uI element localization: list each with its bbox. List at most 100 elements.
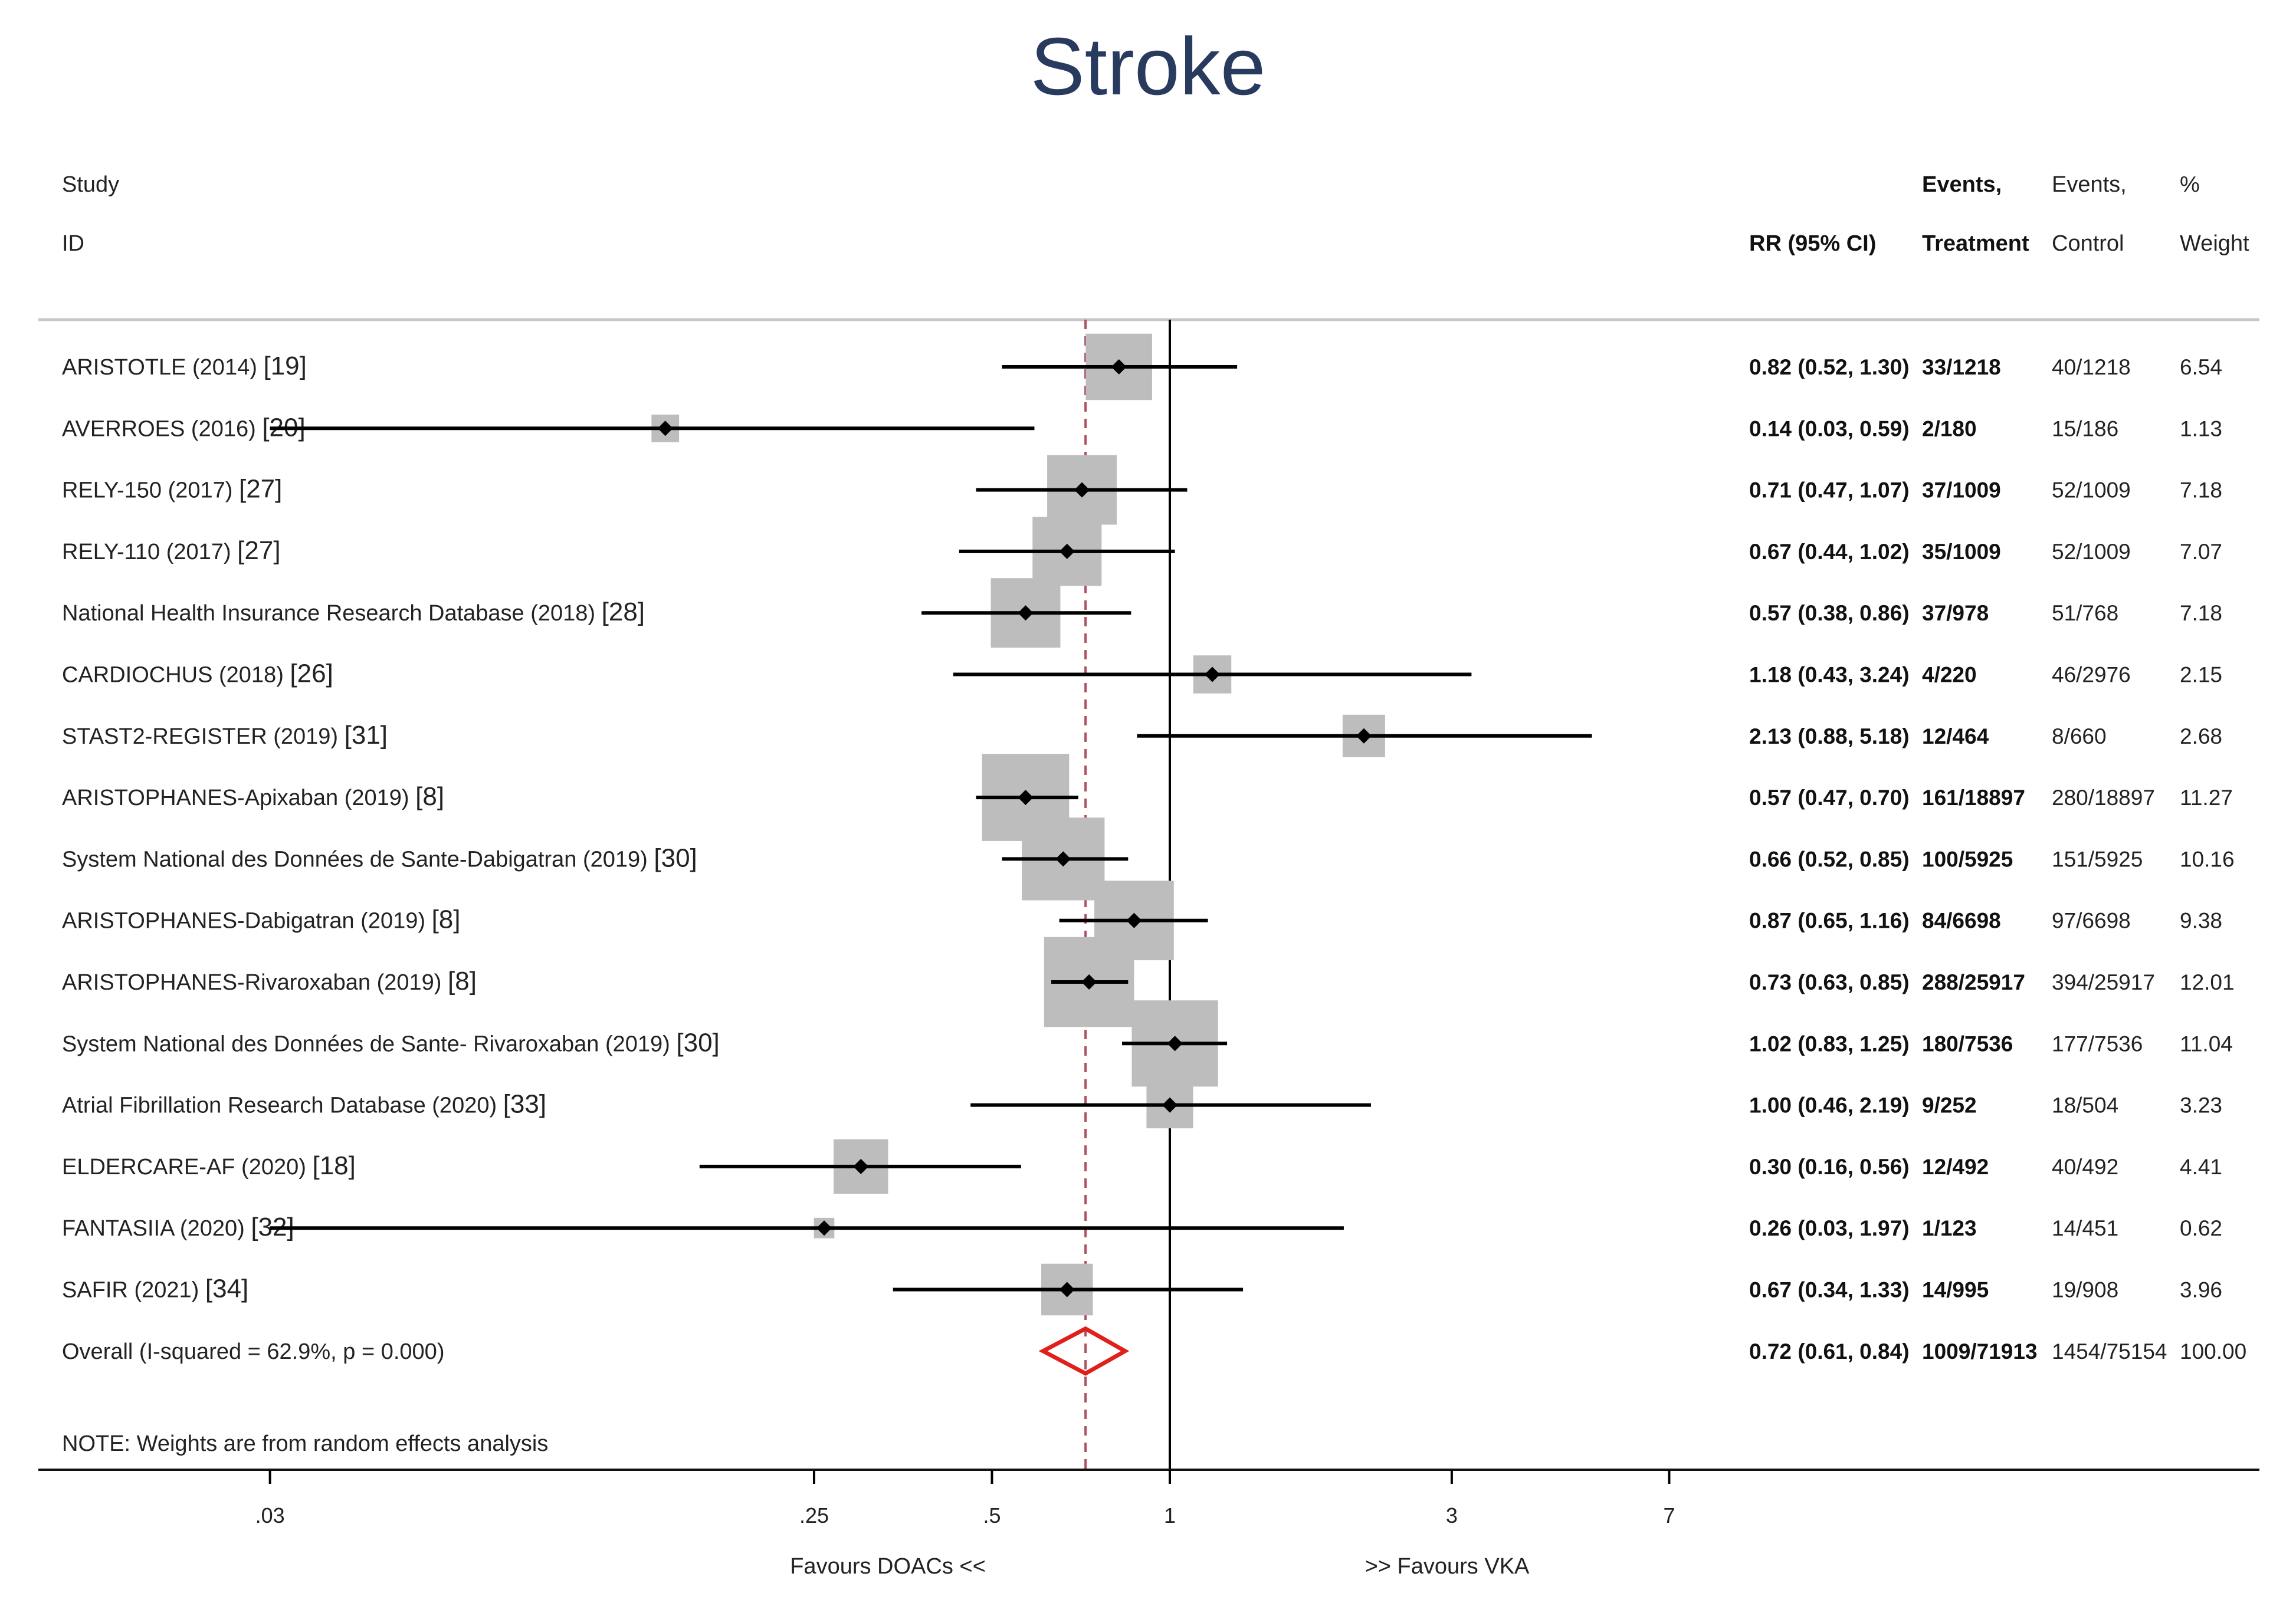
study-events-control: 46/2976 bbox=[2052, 663, 2131, 687]
study-label: AVERROES (2016) bbox=[62, 416, 262, 441]
header-rr: RR (95% CI) bbox=[1749, 231, 1876, 256]
study-rr-ci: 1.18 (0.43, 3.24) bbox=[1749, 663, 1910, 687]
study-label: ELDERCARE-AF (2020) bbox=[62, 1155, 312, 1180]
study-name: Atrial Fibrillation Research Database (2… bbox=[62, 1090, 546, 1119]
x-axis-tick-label: 7 bbox=[1663, 1503, 1675, 1528]
study-weight: 6.54 bbox=[2180, 355, 2222, 379]
study-events-treatment: 12/492 bbox=[1922, 1155, 1989, 1179]
study-name: System National des Données de Sante- Ri… bbox=[62, 1028, 720, 1057]
study-label: ARISTOPHANES-Apixaban (2019) bbox=[62, 786, 415, 810]
study-weight: 11.27 bbox=[2180, 786, 2233, 810]
study-events-treatment: 161/18897 bbox=[1922, 786, 2025, 810]
study-row: SAFIR (2021) [34] 0.67 (0.34, 1.33) 14/995… bbox=[62, 1263, 2222, 1316]
study-events-control: 52/1009 bbox=[2052, 478, 2131, 502]
study-reference: [19] bbox=[263, 352, 306, 380]
study-row: ARISTOPHANES-Apixaban (2019) [8] 0.57 (0.… bbox=[62, 754, 2233, 841]
study-row: Atrial Fibrillation Research Database (2… bbox=[62, 1082, 2222, 1129]
study-name: System National des Données de Sante-Dab… bbox=[62, 843, 697, 872]
study-events-treatment: 288/25917 bbox=[1922, 970, 2025, 994]
study-reference: [27] bbox=[237, 536, 280, 565]
study-label: RELY-150 (2017) bbox=[62, 478, 239, 503]
overall-row: Overall (I-squared = 62.9%, p = 0.000) 0.… bbox=[62, 1326, 2246, 1376]
study-reference: [26] bbox=[290, 659, 333, 688]
study-events-control: 40/1218 bbox=[2052, 355, 2131, 379]
header-events-control-2: Control bbox=[2052, 231, 2124, 256]
study-events-treatment: 180/7536 bbox=[1922, 1032, 2013, 1056]
study-row: ARISTOTLE (2014) [19] 0.82 (0.52, 1.30) 33… bbox=[62, 333, 2222, 400]
x-axis-tick-label: 1 bbox=[1164, 1503, 1176, 1528]
x-axis-tick-label: .03 bbox=[255, 1503, 285, 1528]
study-rr-ci: 0.66 (0.52, 0.85) bbox=[1749, 847, 1910, 871]
study-point-estimate bbox=[1081, 974, 1097, 990]
study-label: CARDIOCHUS (2018) bbox=[62, 663, 290, 688]
study-point-estimate bbox=[1055, 851, 1071, 867]
study-label: Atrial Fibrillation Research Database (2… bbox=[62, 1093, 503, 1118]
x-axis-tick-label: 3 bbox=[1446, 1503, 1458, 1528]
study-label: ARISTOPHANES-Dabigatran (2019) bbox=[62, 909, 432, 934]
study-name: ELDERCARE-AF (2020) [18] bbox=[62, 1151, 356, 1180]
study-events-treatment: 2/180 bbox=[1922, 416, 1977, 441]
x-axis-tick-label: .25 bbox=[799, 1503, 829, 1528]
study-rr-ci: 0.73 (0.63, 0.85) bbox=[1749, 970, 1910, 994]
header-events-treatment-1: Events, bbox=[1922, 172, 2002, 197]
study-row: System National des Données de Sante- Ri… bbox=[62, 1000, 2233, 1087]
study-reference: [30] bbox=[676, 1028, 719, 1057]
study-events-control: 15/186 bbox=[2052, 416, 2118, 441]
study-rr-ci: 0.57 (0.47, 0.70) bbox=[1749, 786, 1910, 810]
study-rows: ARISTOTLE (2014) [19] 0.82 (0.52, 1.30) 33… bbox=[62, 333, 2246, 1376]
study-events-control: 51/768 bbox=[2052, 601, 2118, 625]
study-point-estimate bbox=[1074, 482, 1090, 498]
study-weight: 11.04 bbox=[2180, 1032, 2233, 1056]
study-events-control: 177/7536 bbox=[2052, 1032, 2143, 1056]
study-events-control: 151/5925 bbox=[2052, 847, 2143, 871]
study-point-estimate bbox=[1126, 912, 1142, 928]
study-rr-ci: 0.26 (0.03, 1.97) bbox=[1749, 1216, 1910, 1240]
study-name: RELY-150 (2017) [27] bbox=[62, 475, 282, 504]
study-name: ARISTOPHANES-Rivaroxaban (2019) [8] bbox=[62, 967, 477, 996]
study-rr-ci: 0.87 (0.65, 1.16) bbox=[1749, 909, 1910, 933]
study-weight: 0.62 bbox=[2180, 1216, 2222, 1240]
study-reference: [28] bbox=[602, 597, 645, 626]
study-events-treatment: 1/123 bbox=[1922, 1216, 1977, 1240]
overall-events-control: 1454/75154 bbox=[2052, 1339, 2167, 1364]
study-row: ARISTOPHANES-Dabigatran (2019) [8] 0.87 (… bbox=[62, 881, 2222, 961]
study-events-control: 40/492 bbox=[2052, 1155, 2118, 1179]
study-name: ARISTOTLE (2014) [19] bbox=[62, 352, 307, 380]
study-events-treatment: 84/6698 bbox=[1922, 909, 2001, 933]
study-name: STAST2-REGISTER (2019) [31] bbox=[62, 721, 388, 750]
study-label: RELY-110 (2017) bbox=[62, 540, 237, 564]
study-rr-ci: 1.02 (0.83, 1.25) bbox=[1749, 1032, 1910, 1056]
study-name: National Health Insurance Research Datab… bbox=[62, 597, 645, 626]
study-rr-ci: 0.71 (0.47, 1.07) bbox=[1749, 478, 1910, 502]
study-label: System National des Données de Sante- Ri… bbox=[62, 1032, 676, 1056]
study-point-estimate bbox=[1111, 359, 1127, 375]
favours-right-label: >> Favours VKA bbox=[1365, 1554, 1530, 1579]
column-headers: Study ID RR (95% CI) Events, Treatment E… bbox=[62, 172, 2249, 256]
study-reference: [27] bbox=[239, 475, 282, 504]
study-weight: 7.07 bbox=[2180, 540, 2222, 564]
study-reference: [8] bbox=[448, 967, 477, 996]
study-row: RELY-150 (2017) [27] 0.71 (0.47, 1.07) 37/… bbox=[62, 455, 2222, 525]
study-label: ARISTOTLE (2014) bbox=[62, 355, 263, 380]
header-events-control-1: Events, bbox=[2052, 172, 2127, 197]
study-point-estimate bbox=[1018, 790, 1034, 806]
overall-events-treatment: 1009/71913 bbox=[1922, 1339, 2037, 1364]
study-point-estimate bbox=[1356, 728, 1372, 744]
study-point-estimate bbox=[1059, 1282, 1075, 1298]
study-events-control: 394/25917 bbox=[2052, 970, 2155, 994]
header-study: Study bbox=[62, 172, 119, 197]
study-events-treatment: 14/995 bbox=[1922, 1278, 1989, 1302]
study-weight: 2.15 bbox=[2180, 663, 2222, 687]
study-name: FANTASIIA (2020) [32] bbox=[62, 1213, 294, 1241]
study-label: ARISTOPHANES-Rivaroxaban (2019) bbox=[62, 970, 448, 995]
study-name: ARISTOPHANES-Dabigatran (2019) [8] bbox=[62, 905, 460, 934]
study-point-estimate bbox=[1059, 543, 1075, 559]
study-row: ELDERCARE-AF (2020) [18] 0.30 (0.16, 0.56… bbox=[62, 1139, 2222, 1194]
study-name: ARISTOPHANES-Apixaban (2019) [8] bbox=[62, 782, 444, 811]
study-weight: 4.41 bbox=[2180, 1155, 2222, 1179]
study-events-treatment: 37/978 bbox=[1922, 601, 1989, 625]
study-weight: 1.13 bbox=[2180, 416, 2222, 441]
study-rr-ci: 0.30 (0.16, 0.56) bbox=[1749, 1155, 1910, 1179]
study-rr-ci: 2.13 (0.88, 5.18) bbox=[1749, 724, 1910, 748]
chart-title: Stroke bbox=[1031, 21, 1266, 112]
